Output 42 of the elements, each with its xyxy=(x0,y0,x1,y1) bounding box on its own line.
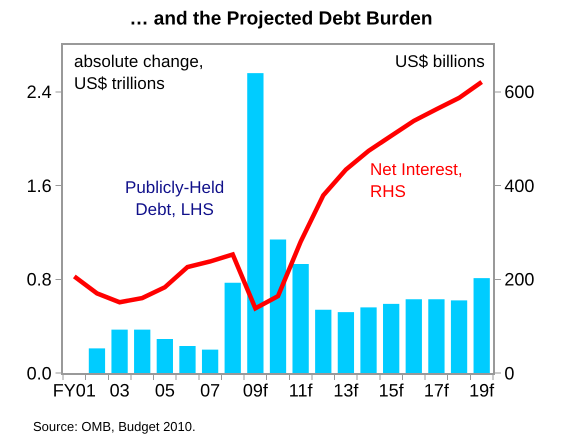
bar xyxy=(383,304,400,373)
x-tick-label: 11f xyxy=(288,380,314,400)
x-tick-label: 03 xyxy=(110,380,130,400)
bar xyxy=(428,299,445,373)
series-label: Publicly-Held Debt, LHS xyxy=(125,178,224,220)
source-note: Source: OMB, Budget 2010. xyxy=(33,419,196,434)
bar xyxy=(202,350,218,373)
bar xyxy=(360,307,377,373)
chart-title: … and the Projected Debt Burden xyxy=(130,8,432,30)
bar xyxy=(270,239,286,373)
x-tick-label: 19f xyxy=(469,380,496,400)
annotation: US$ billions xyxy=(395,52,485,71)
bar xyxy=(111,330,128,373)
bar xyxy=(247,73,264,373)
y2-tick-label: 600 xyxy=(504,82,534,102)
bar xyxy=(315,310,332,373)
bar xyxy=(134,330,150,373)
y-tick-label: 1.6 xyxy=(26,176,52,196)
y-tick-label: 0.8 xyxy=(26,270,52,290)
bar xyxy=(338,312,354,373)
x-tick-label: FY01 xyxy=(52,380,96,400)
x-tick-label: 07 xyxy=(200,380,220,400)
y2-tick-label: 400 xyxy=(504,176,534,196)
annotation: absolute change, US$ trillions xyxy=(74,52,204,94)
x-tick-label: 17f xyxy=(424,380,450,400)
x-tick-label: 15f xyxy=(378,380,405,400)
y2-tick-label: 200 xyxy=(504,270,534,290)
y-tick-label: 0.0 xyxy=(26,363,52,384)
x-tick-label: 09f xyxy=(242,380,269,400)
series-label: Net Interest, RHS xyxy=(370,160,463,202)
bar xyxy=(406,299,422,373)
bar xyxy=(156,339,173,373)
bar xyxy=(224,282,241,373)
x-tick-label: 13f xyxy=(333,380,360,400)
bar xyxy=(88,348,106,373)
bar xyxy=(292,264,309,373)
y2-tick-label: 0 xyxy=(504,363,514,384)
bar xyxy=(179,346,196,373)
x-tick-label: 05 xyxy=(154,380,175,400)
y-tick-label: 2.4 xyxy=(26,82,52,102)
bar xyxy=(474,278,490,373)
bar xyxy=(450,300,468,373)
